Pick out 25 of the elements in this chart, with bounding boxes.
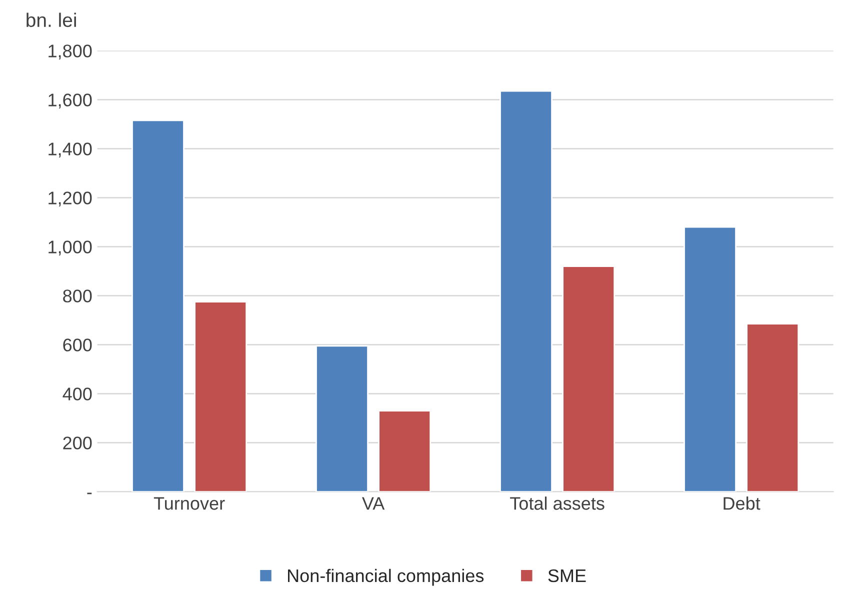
y-tick-label: 600 xyxy=(63,338,92,352)
y-axis-title: bn. lei xyxy=(26,12,76,28)
y-tick-label: 1,800 xyxy=(48,44,92,60)
y-tick-label: 1,200 xyxy=(48,192,92,207)
y-tick-label: - xyxy=(87,492,92,494)
y-tick-label: 1,400 xyxy=(48,142,92,158)
bar xyxy=(500,90,552,492)
y-tick-label: 1,600 xyxy=(48,94,92,109)
x-tick-label: Total assets xyxy=(510,496,604,510)
y-tick-label: 800 xyxy=(63,290,92,302)
x-tick-label: Turnover xyxy=(154,497,225,510)
bar xyxy=(562,266,616,492)
y-tick-label: 1,000 xyxy=(48,240,92,256)
legend-label: Non-financial companies xyxy=(288,568,484,586)
bar xyxy=(316,345,368,492)
legend-label: SME xyxy=(548,569,586,582)
y-tick-label: 200 xyxy=(63,436,92,450)
bar xyxy=(684,226,736,492)
bar xyxy=(132,120,184,492)
x-tick-label: Debt xyxy=(724,496,760,510)
bar xyxy=(378,410,432,492)
x-tick-label: VA xyxy=(362,497,385,510)
bar xyxy=(194,301,248,492)
y-tick-label: 400 xyxy=(62,388,92,400)
bar xyxy=(746,323,800,492)
